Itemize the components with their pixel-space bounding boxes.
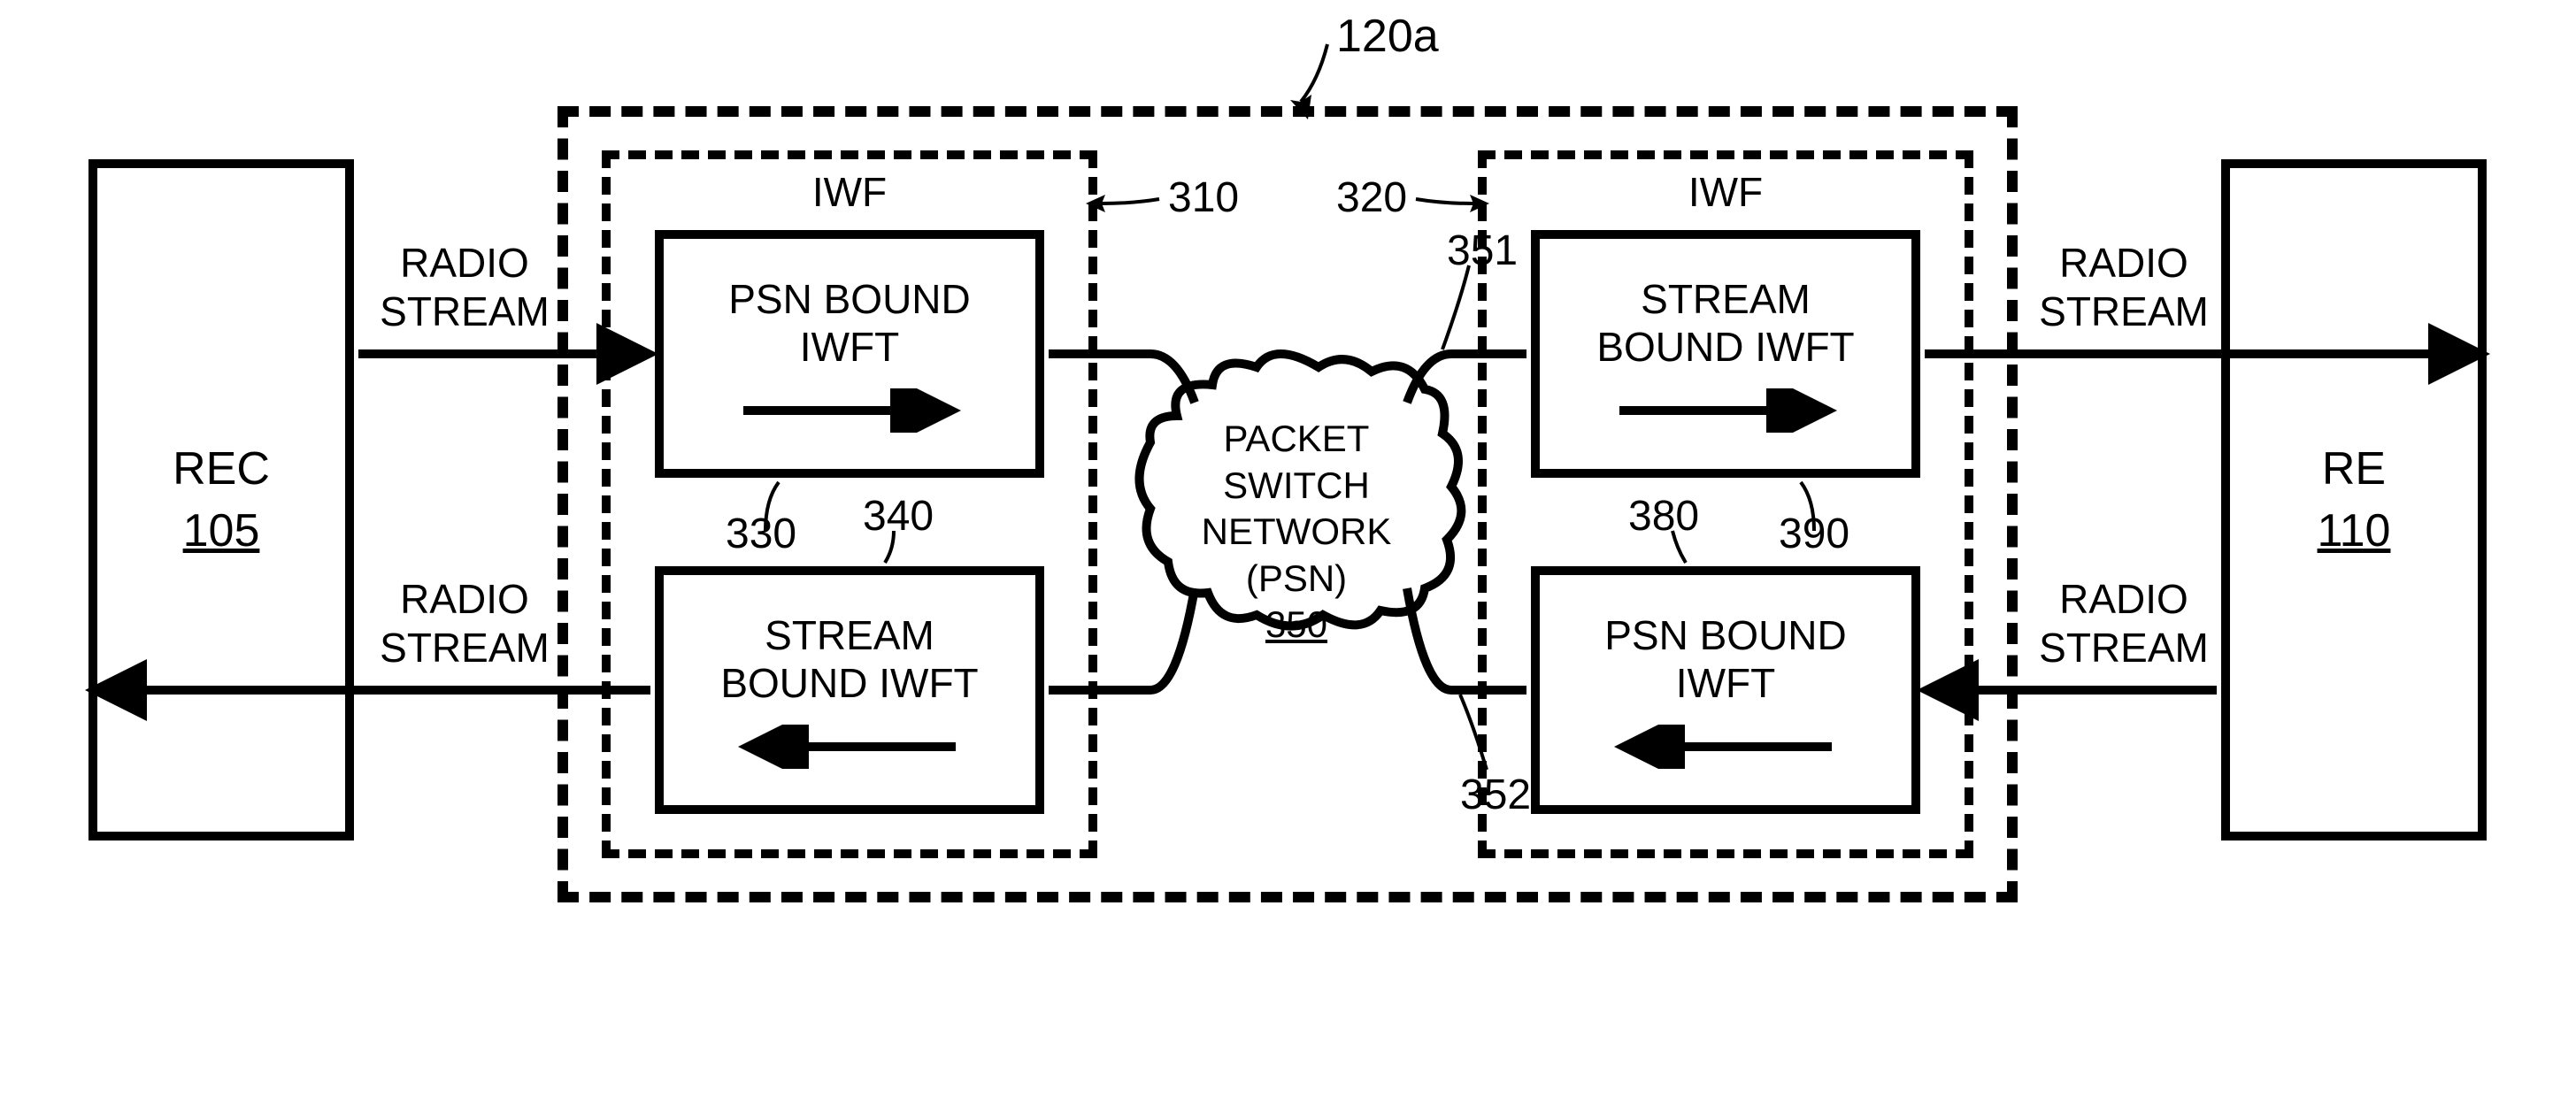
rs-r1: RADIO [2026, 239, 2221, 288]
radio-stream-label-bottom-left: RADIO STREAM [367, 575, 562, 672]
stream-bound-right-line2: BOUND IWFT [1596, 323, 1854, 371]
diagram-canvas: REC 105 RE 110 IWF IWF PSN BOUND IWFT ST… [0, 0, 2576, 1113]
arrow-right-icon [1611, 388, 1841, 433]
stream-bound-right-line1: STREAM [1641, 275, 1811, 323]
stream-bound-left-line2: BOUND IWFT [720, 659, 978, 707]
cloud-line1: PACKET SWITCH [1150, 416, 1442, 509]
rs-r1b: RADIO [2026, 575, 2221, 624]
ref-320: 320 [1336, 173, 1407, 224]
ref-352: 352 [1460, 770, 1531, 821]
rs-l1b: RADIO [367, 575, 562, 624]
ref-310: 310 [1168, 173, 1239, 224]
re-title: RE [2322, 442, 2386, 495]
ref-380: 380 [1628, 491, 1699, 542]
re-subtitle: 110 [2318, 504, 2391, 557]
radio-stream-label-top-right: RADIO STREAM [2026, 239, 2221, 336]
cloud-label: PACKET SWITCH NETWORK (PSN) 350 [1150, 416, 1442, 649]
stream-bound-right-box: STREAM BOUND IWFT [1531, 230, 1920, 478]
cloud-line2: NETWORK (PSN) [1150, 509, 1442, 602]
psn-bound-right-line1: PSN BOUND [1604, 611, 1846, 659]
re-block: RE 110 [2221, 159, 2487, 841]
arrow-left-icon [1611, 725, 1841, 769]
rs-r2: STREAM [2026, 288, 2221, 336]
cloud-line3: 350 [1150, 602, 1442, 649]
stream-bound-left-box: STREAM BOUND IWFT [655, 566, 1044, 814]
arrow-left-icon [734, 725, 965, 769]
iwf-left-title: IWF [796, 168, 903, 217]
psn-bound-left-box: PSN BOUND IWFT [655, 230, 1044, 478]
ref-120a: 120a [1336, 9, 1439, 64]
rs-l1: RADIO [367, 239, 562, 288]
rec-subtitle: 105 [183, 504, 260, 557]
psn-bound-right-box: PSN BOUND IWFT [1531, 566, 1920, 814]
radio-stream-label-bottom-right: RADIO STREAM [2026, 575, 2221, 672]
rs-l2: STREAM [367, 288, 562, 336]
radio-stream-label-top-left: RADIO STREAM [367, 239, 562, 336]
stream-bound-left-line1: STREAM [765, 611, 934, 659]
rs-l2b: STREAM [367, 624, 562, 672]
psn-bound-right-line2: IWFT [1676, 659, 1775, 707]
ref-340: 340 [863, 491, 934, 542]
rec-block: REC 105 [88, 159, 354, 841]
psn-bound-left-line1: PSN BOUND [728, 275, 970, 323]
arrow-right-icon [734, 388, 965, 433]
rs-r2b: STREAM [2026, 624, 2221, 672]
psn-bound-left-line2: IWFT [800, 323, 899, 371]
ref-390: 390 [1779, 509, 1849, 560]
iwf-right-title: IWF [1672, 168, 1779, 217]
ref-330: 330 [726, 509, 796, 560]
rec-title: REC [173, 442, 270, 495]
ref-351: 351 [1447, 226, 1518, 277]
